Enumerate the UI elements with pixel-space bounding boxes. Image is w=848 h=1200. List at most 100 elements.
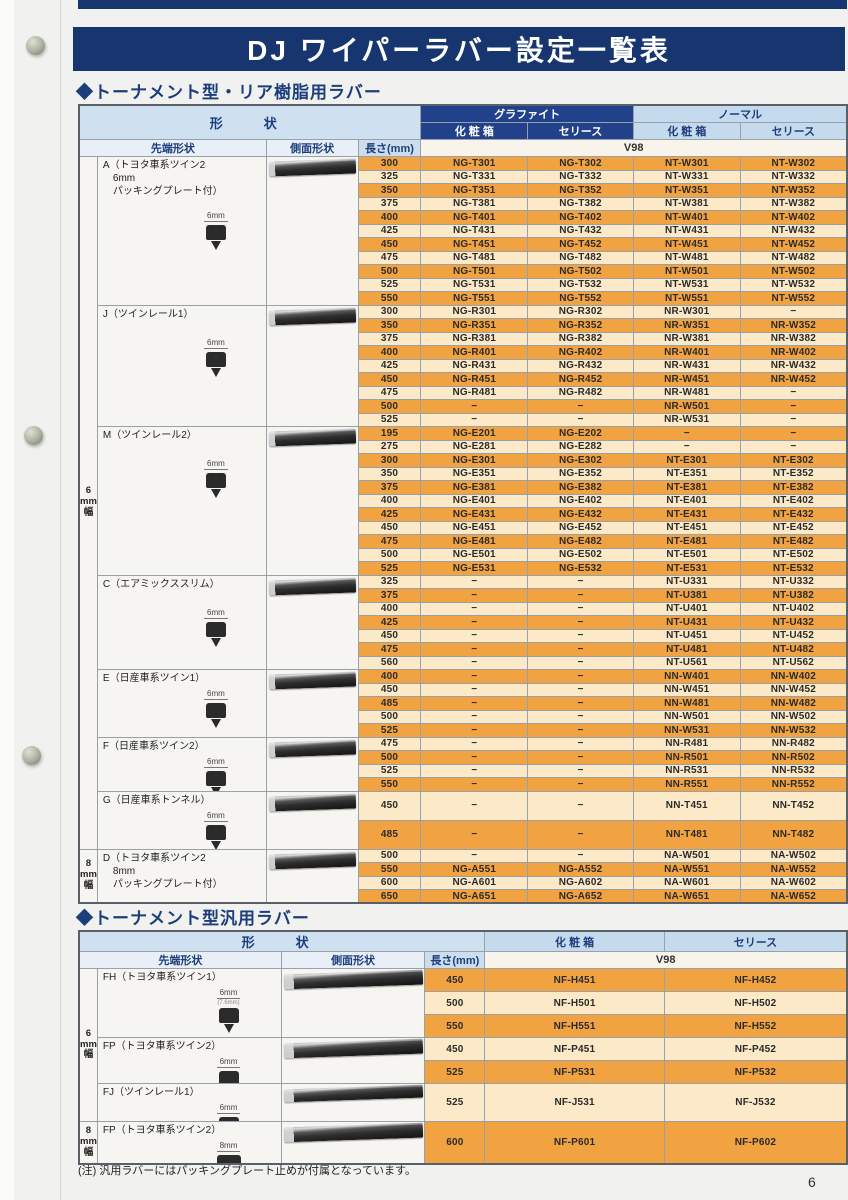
- length-cell: 350: [357, 318, 422, 333]
- part-number-cell: NG-T302: [527, 156, 634, 171]
- part-number-cell: NN-R482: [739, 736, 848, 751]
- part-number-cell: NN-R532: [739, 763, 848, 778]
- empty-cell: −: [420, 723, 529, 738]
- length-cell: 300: [357, 156, 422, 171]
- part-number-cell: NG-T331: [420, 169, 529, 184]
- empty-cell: −: [527, 588, 634, 603]
- part-number-cell: NF-P452: [663, 1037, 848, 1061]
- length-cell: 450: [424, 1037, 486, 1061]
- blade-profile-photo: [283, 1122, 423, 1143]
- part-number-cell: NT-E432: [739, 507, 848, 522]
- empty-cell: −: [527, 682, 634, 697]
- length-cell: 425: [357, 223, 422, 238]
- part-number-cell: NG-E281: [420, 439, 529, 454]
- part-number-cell: NN-W482: [739, 696, 848, 711]
- empty-cell: −: [420, 655, 529, 670]
- part-number-cell: NG-T551: [420, 291, 529, 306]
- shape-header: 形 状: [78, 930, 486, 952]
- group-label: D（トヨタ車系ツイン2 8mm パッキングプレート付）: [98, 850, 265, 891]
- length-header: 長さ(mm): [424, 951, 486, 969]
- tournament-rear-table: 形 状グラファイト ノーマル化 粧 箱セリース化 粧 箱セリース 先端形状 側面形状長…: [78, 104, 848, 904]
- part-number-cell: NN-R531: [632, 763, 741, 778]
- part-number-cell: NG-R431: [420, 358, 529, 373]
- part-number-cell: NT-W431: [632, 223, 741, 238]
- part-number-cell: NG-T402: [527, 210, 634, 225]
- part-number-cell: NT-U381: [632, 588, 741, 603]
- empty-cell: −: [420, 777, 529, 792]
- part-number-cell: NR-W531: [632, 412, 741, 427]
- empty-cell: −: [739, 304, 848, 319]
- part-number-cell: NT-E531: [632, 561, 741, 576]
- part-number-cell: NR-W351: [632, 318, 741, 333]
- length-cell: 450: [357, 520, 422, 535]
- empty-cell: −: [527, 574, 634, 589]
- side-shape-cell: [280, 968, 426, 1038]
- length-cell: 400: [357, 210, 422, 225]
- paper-crease: [60, 0, 62, 1200]
- group-label: C（エアミックススリム）: [98, 576, 265, 591]
- blade-profile-photo: [268, 306, 356, 326]
- tip-shape-cell: FP（トヨタ車系ツイン2） 6mm: [96, 1037, 282, 1084]
- empty-cell: −: [527, 736, 634, 751]
- part-number-cell: NT-W332: [739, 169, 848, 184]
- part-number-cell: NG-R481: [420, 385, 529, 400]
- side-shape-cell: [265, 426, 359, 576]
- group-label-line: FP（トヨタ車系ツイン2）: [102, 1041, 222, 1052]
- part-number-cell: NA-W502: [739, 848, 848, 863]
- part-number-cell: NT-E502: [739, 547, 848, 562]
- empty-cell: −: [527, 790, 634, 821]
- part-number-cell: NA-W601: [632, 875, 741, 890]
- group-label-line: A（トヨタ車系ツイン2: [102, 160, 206, 171]
- blade-profile-photo: [268, 428, 356, 447]
- part-number-cell: NA-W552: [739, 862, 848, 877]
- side-shape-cell: [265, 848, 359, 904]
- box-header: 化 粧 箱: [420, 122, 529, 140]
- part-number-cell: NG-T351: [420, 183, 529, 198]
- length-cell: 375: [357, 331, 422, 346]
- part-number-cell: NG-E402: [527, 493, 634, 508]
- length-cell: 450: [357, 682, 422, 697]
- shape-header: 形 状: [78, 104, 422, 140]
- group-label: G（日産車系トンネル）: [98, 792, 265, 807]
- sleeve-header: セリース: [527, 122, 634, 140]
- blade-profile-photo: [283, 969, 423, 990]
- group-label-line: パッキングプレート付）: [102, 878, 223, 890]
- part-number-cell: NG-T451: [420, 237, 529, 252]
- group-label-line: F（日産車系ツイン2）: [102, 740, 205, 752]
- side-shape-cell: [280, 1037, 426, 1084]
- tip-shape-header: 先端形状: [78, 139, 267, 157]
- side-shape-cell: [265, 156, 359, 306]
- tip-shape-icon: 6mm: [206, 1051, 252, 1083]
- part-number-cell: NN-T452: [739, 790, 848, 821]
- empty-cell: −: [527, 655, 634, 670]
- tip-shape-cell: FP（トヨタ車系ツイン2） 8mm: [96, 1121, 282, 1164]
- width-group-label: 6 mm 幅: [78, 156, 98, 850]
- tip-shape-cell: FH（トヨタ車系ツイン1） 6mm (7.6mm): [96, 968, 282, 1038]
- length-cell: 550: [357, 291, 422, 306]
- tip-shape-cell: A（トヨタ車系ツイン2 6mm パッキングプレート付） 6mm: [96, 156, 267, 306]
- v98-header: V98: [420, 139, 848, 157]
- empty-cell: −: [420, 819, 529, 850]
- empty-cell: −: [527, 723, 634, 738]
- part-number-cell: NN-W401: [632, 669, 741, 684]
- part-number-cell: NG-T352: [527, 183, 634, 198]
- sleeve-header: セリース: [739, 122, 848, 140]
- part-number-cell: NT-E401: [632, 493, 741, 508]
- part-number-cell: NA-W501: [632, 848, 741, 863]
- part-number-cell: NT-U431: [632, 615, 741, 630]
- tip-shape-icon: 6mm: [193, 602, 239, 652]
- part-number-cell: NG-T431: [420, 223, 529, 238]
- page-title-text: DJ ワイパーラバー設定一覧表: [247, 35, 671, 66]
- empty-cell: −: [527, 642, 634, 657]
- part-number-cell: NT-U332: [739, 574, 848, 589]
- length-cell: 525: [424, 1060, 486, 1084]
- blade-profile-photo: [268, 158, 356, 177]
- part-number-cell: NG-T332: [527, 169, 634, 184]
- length-cell: 375: [357, 588, 422, 603]
- group-label-line: FH（トヨタ車系ツイン1）: [102, 972, 222, 983]
- tip-width-label: 6mm: [216, 1104, 241, 1114]
- group-label-line: パッキングプレート付）: [102, 186, 223, 197]
- empty-cell: −: [527, 709, 634, 724]
- part-number-cell: NG-E501: [420, 547, 529, 562]
- length-cell: 350: [357, 466, 422, 481]
